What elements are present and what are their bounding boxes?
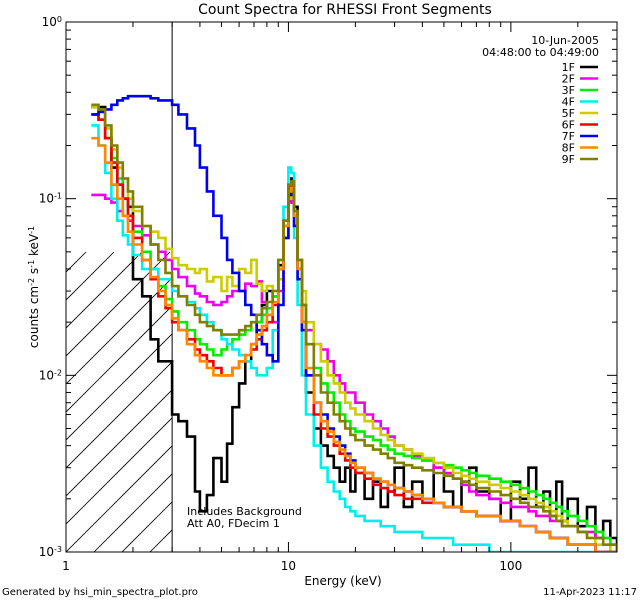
legend-label-2F: 2F bbox=[562, 73, 575, 86]
y-tick-label: 100 bbox=[42, 15, 62, 30]
legend-label-1F: 1F bbox=[562, 61, 575, 74]
axis-ticks: 1 10 100 100 10-1 10-2 10-3 bbox=[39, 15, 618, 573]
legend-label-9F: 9F bbox=[562, 153, 575, 166]
plot-frame bbox=[65, 21, 618, 553]
y-label-exp3: -1 bbox=[27, 226, 36, 234]
hatch-line bbox=[66, 251, 87, 273]
y-label-exp1: -2 bbox=[27, 278, 36, 286]
x-tick-label: 10 bbox=[281, 559, 296, 573]
hatch-line bbox=[66, 389, 173, 497]
series-line-2F bbox=[91, 193, 617, 546]
series-line-8F bbox=[91, 136, 617, 552]
y-tick-label: 10-1 bbox=[39, 191, 62, 206]
legend-label-6F: 6F bbox=[562, 119, 575, 132]
note-background: Includes Background bbox=[187, 505, 302, 518]
legend-label-7F: 7F bbox=[562, 130, 575, 143]
hatch-line bbox=[66, 251, 143, 329]
time-range-label: 04:48:00 to 04:49:00 bbox=[482, 46, 599, 59]
hatch-line bbox=[66, 251, 171, 357]
series-line-1F bbox=[91, 105, 617, 552]
hatch-line bbox=[66, 333, 173, 441]
y-label-mid2: keV bbox=[27, 233, 41, 260]
hatch-line bbox=[66, 417, 173, 525]
y-tick-label: 10-3 bbox=[39, 545, 62, 560]
footer-timestamp: 11-Apr-2023 11:17 bbox=[543, 587, 637, 598]
y-axis-label: counts cm-2 s-1 keV-1 bbox=[27, 226, 42, 348]
legend-label-8F: 8F bbox=[562, 142, 575, 155]
legend-label-4F: 4F bbox=[562, 96, 575, 109]
x-axis-label: Energy (keV) bbox=[304, 574, 381, 588]
series-line-4F bbox=[91, 124, 617, 552]
series-group bbox=[91, 94, 617, 552]
x-tick-label: 1 bbox=[62, 559, 70, 573]
series-line-5F bbox=[91, 105, 617, 552]
legend-label-5F: 5F bbox=[562, 107, 575, 120]
legend-label-3F: 3F bbox=[562, 84, 575, 97]
y-label-exp2: -1 bbox=[27, 260, 36, 268]
hatch-line bbox=[66, 277, 173, 385]
footer-generated-by: Generated by hsi_min_spectra_plot.pro bbox=[2, 587, 198, 598]
hatch-line bbox=[66, 305, 173, 413]
hatch-line bbox=[66, 445, 173, 552]
chart-title: Count Spectra for RHESSI Front Segments bbox=[198, 2, 492, 18]
y-label-base: counts cm bbox=[27, 286, 41, 348]
y-tick-label: 10-2 bbox=[39, 368, 62, 383]
hatch-line bbox=[93, 473, 173, 552]
note-attenuator: Att A0, FDecim 1 bbox=[187, 517, 280, 530]
hatch-line bbox=[66, 361, 173, 469]
hatch-line bbox=[374, 252, 640, 552]
date-label: 10-Jun-2005 bbox=[531, 34, 599, 47]
x-tick-label: 100 bbox=[499, 559, 522, 573]
y-label-mid1: s bbox=[27, 268, 41, 278]
series-line-9F bbox=[91, 103, 617, 552]
